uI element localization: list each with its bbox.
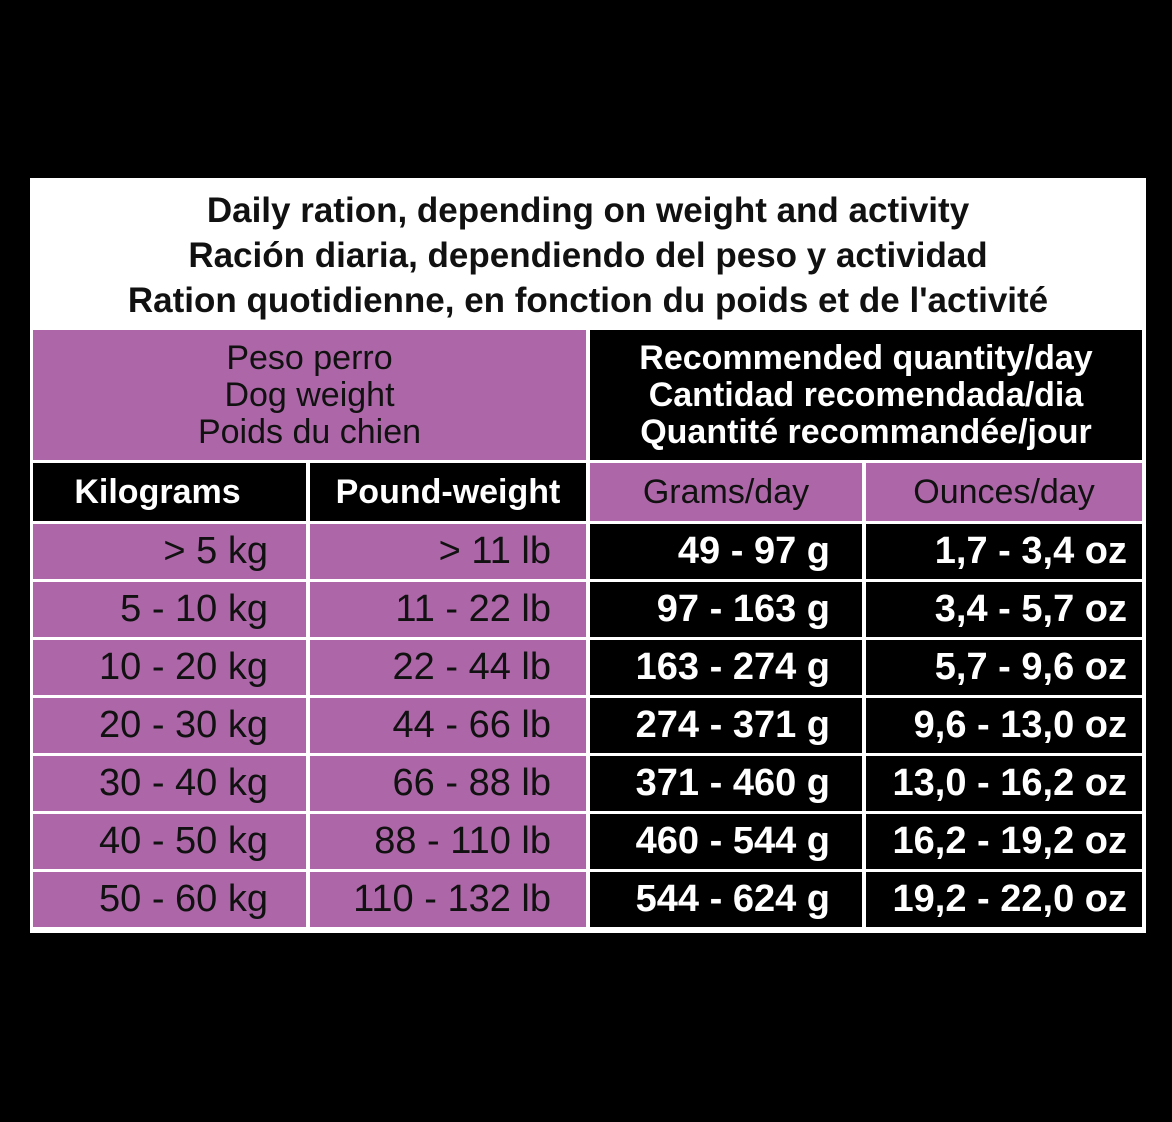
table-cell: 5,7 - 9,6 oz	[866, 640, 1142, 695]
table-cell: 5 - 10 kg	[33, 582, 306, 637]
title-line: Ración diaria, dependiendo del peso y ac…	[188, 235, 988, 275]
ration-table: Peso perro Dog weight Poids du chien Recomm…	[30, 330, 1146, 930]
group-header-line: Recommended quantity/day	[639, 338, 1093, 377]
group-header-line: Dog weight	[224, 375, 395, 414]
group-header-line: Poids du chien	[197, 412, 422, 451]
group-header-line: Quantité recommandée/jour	[640, 412, 1092, 451]
column-header: Ounces/day	[866, 463, 1142, 521]
title-block: Daily ration, depending on weight and ac…	[30, 178, 1146, 330]
table-cell: > 11 lb	[310, 524, 586, 579]
table-cell: 44 - 66 lb	[310, 698, 586, 753]
table-cell: 97 - 163 g	[590, 582, 862, 637]
title-line: Daily ration, depending on weight and ac…	[206, 190, 970, 230]
ration-card: Daily ration, depending on weight and ac…	[30, 178, 1146, 933]
table-cell: 274 - 371 g	[590, 698, 862, 753]
group-header-line: Cantidad recomendada/dia	[648, 375, 1084, 414]
table-cell: 10 - 20 kg	[33, 640, 306, 695]
table-cell: 16,2 - 19,2 oz	[866, 814, 1142, 869]
group-header: Peso perro Dog weight Poids du chien	[33, 330, 586, 460]
table-cell: 66 - 88 lb	[310, 756, 586, 811]
column-header: Pound-weight	[310, 463, 586, 521]
table-cell: 163 - 274 g	[590, 640, 862, 695]
column-header: Grams/day	[590, 463, 862, 521]
table-cell: 20 - 30 kg	[33, 698, 306, 753]
table-cell: 1,7 - 3,4 oz	[866, 524, 1142, 579]
column-header: Kilograms	[33, 463, 306, 521]
table-cell: 544 - 624 g	[590, 872, 862, 927]
table-cell: > 5 kg	[33, 524, 306, 579]
table-cell: 371 - 460 g	[590, 756, 862, 811]
table-cell: 49 - 97 g	[590, 524, 862, 579]
table-cell: 110 - 132 lb	[310, 872, 586, 927]
table-cell: 9,6 - 13,0 oz	[866, 698, 1142, 753]
table-cell: 22 - 44 lb	[310, 640, 586, 695]
table-cell: 50 - 60 kg	[33, 872, 306, 927]
group-header: Recommended quantity/day Cantidad recomen…	[590, 330, 1142, 460]
table-cell: 19,2 - 22,0 oz	[866, 872, 1142, 927]
title-line: Ration quotidienne, en fonction du poids…	[127, 280, 1049, 320]
table-cell: 13,0 - 16,2 oz	[866, 756, 1142, 811]
table-cell: 460 - 544 g	[590, 814, 862, 869]
table-cell: 88 - 110 lb	[310, 814, 586, 869]
table-cell: 30 - 40 kg	[33, 756, 306, 811]
group-header-line: Peso perro	[226, 338, 393, 377]
table-cell: 40 - 50 kg	[33, 814, 306, 869]
table-cell: 3,4 - 5,7 oz	[866, 582, 1142, 637]
table-cell: 11 - 22 lb	[310, 582, 586, 637]
